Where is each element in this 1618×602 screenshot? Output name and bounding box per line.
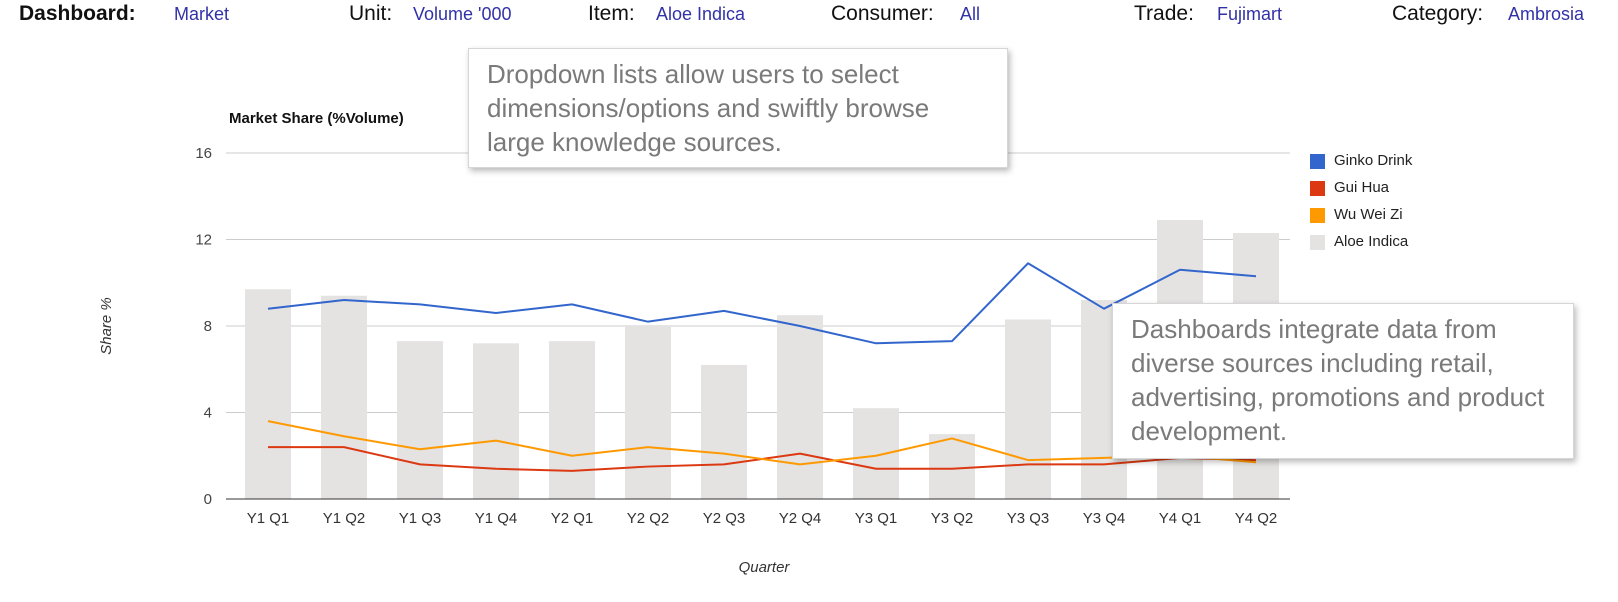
legend-label: Ginko Drink xyxy=(1334,152,1413,169)
unit-label: Unit: xyxy=(349,2,393,25)
trade-label: Trade: xyxy=(1134,2,1194,25)
unit-dropdown[interactable]: Volume '000 xyxy=(413,4,512,24)
x-tick-label: Y1 Q4 xyxy=(475,510,518,527)
y-tick-label: 16 xyxy=(195,145,212,162)
integration-info-callout: Dashboards integrate data from diverse s… xyxy=(1112,303,1574,459)
legend-swatch xyxy=(1310,208,1325,223)
y-tick-label: 8 xyxy=(204,318,212,335)
x-tick-label: Y1 Q3 xyxy=(399,510,442,527)
x-axis-label: Quarter xyxy=(739,559,791,576)
legend-label: Aloe Indica xyxy=(1334,233,1409,250)
dropdown-info-callout: Dropdown lists allow users to select dim… xyxy=(468,48,1008,168)
y-tick-label: 12 xyxy=(195,232,212,249)
y-axis-label: Share % xyxy=(98,297,115,355)
bar-aloe-indica xyxy=(473,343,519,499)
category-dropdown[interactable]: Ambrosia xyxy=(1508,4,1585,24)
x-tick-label: Y2 Q2 xyxy=(627,510,670,527)
bar-aloe-indica xyxy=(1005,319,1051,499)
x-tick-label: Y2 Q4 xyxy=(779,510,822,527)
legend-swatch xyxy=(1310,154,1325,169)
legend-swatch xyxy=(1310,235,1325,250)
trade-dropdown[interactable]: Fujimart xyxy=(1217,4,1283,24)
x-tick-label: Y2 Q3 xyxy=(703,510,746,527)
filter-bar: Dashboard: Market Unit: Volume '000 Item… xyxy=(0,0,1618,30)
legend-label: Gui Hua xyxy=(1334,179,1390,196)
y-tick-label: 4 xyxy=(204,405,212,422)
consumer-dropdown[interactable]: All xyxy=(960,4,981,24)
bar-aloe-indica xyxy=(625,326,671,499)
bar-aloe-indica xyxy=(929,434,975,499)
x-tick-label: Y2 Q1 xyxy=(551,510,594,527)
series-line-ginko-drink xyxy=(267,262,1257,345)
x-tick-label: Y4 Q2 xyxy=(1235,510,1278,527)
bar-aloe-indica xyxy=(777,315,823,499)
bar-aloe-indica xyxy=(321,295,367,499)
x-tick-label: Y3 Q3 xyxy=(1007,510,1050,527)
bar-aloe-indica xyxy=(701,364,747,499)
series-line-wu-wei-zi xyxy=(267,420,1257,466)
x-tick-label: Y3 Q1 xyxy=(855,510,898,527)
item-dropdown[interactable]: Aloe Indica xyxy=(656,4,746,24)
bar-aloe-indica xyxy=(245,289,291,499)
x-tick-label: Y1 Q1 xyxy=(247,510,290,527)
y-tick-label: 0 xyxy=(204,491,212,508)
dashboard-dropdown[interactable]: Market xyxy=(174,4,230,24)
bar-aloe-indica xyxy=(853,408,899,499)
x-tick-label: Y3 Q4 xyxy=(1083,510,1126,527)
item-label: Item: xyxy=(588,2,635,25)
x-tick-label: Y3 Q2 xyxy=(931,510,974,527)
bar-aloe-indica xyxy=(549,341,595,499)
chart-title: Market Share (%Volume) xyxy=(229,110,404,127)
x-tick-label: Y1 Q2 xyxy=(323,510,366,527)
dashboard-label: Dashboard: xyxy=(19,2,136,25)
legend-swatch xyxy=(1310,181,1325,196)
category-label: Category: xyxy=(1392,2,1484,25)
x-tick-label: Y4 Q1 xyxy=(1159,510,1202,527)
consumer-label: Consumer: xyxy=(831,2,934,25)
legend-label: Wu Wei Zi xyxy=(1334,206,1403,223)
bar-aloe-indica xyxy=(397,341,443,499)
